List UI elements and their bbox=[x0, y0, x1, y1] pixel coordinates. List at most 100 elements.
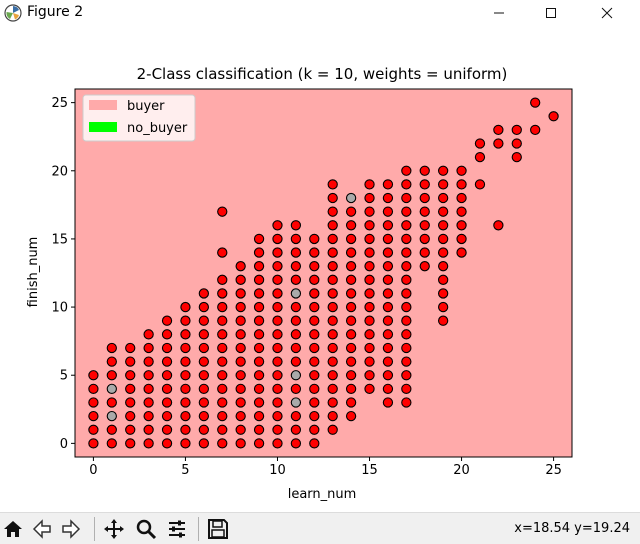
scatter-point-buyer bbox=[401, 206, 412, 217]
figure-canvas[interactable]: 0 5 10 15 20 25 0 5 10 15 20 25 2-Class classificat… bbox=[0, 26, 640, 512]
scatter-point-buyer bbox=[125, 424, 136, 435]
scatter-point-buyer bbox=[382, 383, 394, 395]
scatter-point-buyer bbox=[143, 397, 154, 408]
minimize-icon bbox=[494, 12, 504, 14]
scatter-point-buyer bbox=[327, 301, 338, 313]
scatter-point-buyer bbox=[327, 424, 338, 435]
scatter-point-buyer bbox=[143, 342, 154, 354]
scatter-point-buyer bbox=[419, 233, 430, 245]
scatter-point-buyer bbox=[309, 342, 320, 354]
save-button[interactable] bbox=[205, 516, 231, 542]
scatter-point-buyer bbox=[217, 397, 228, 408]
scatter-point-buyer bbox=[493, 220, 504, 231]
scatter-point-buyer bbox=[253, 370, 265, 381]
scatter-point-buyer bbox=[437, 301, 449, 313]
scatter-point-buyer bbox=[217, 247, 228, 258]
scatter-point-buyer bbox=[161, 370, 173, 381]
maximize-icon bbox=[546, 8, 556, 18]
scatter-point-buyer bbox=[345, 288, 357, 299]
scatter-point-buyer bbox=[198, 410, 210, 422]
scatter-point-buyer bbox=[437, 288, 449, 299]
scatter-point-buyer bbox=[180, 329, 191, 340]
scatter-point-buyer bbox=[456, 192, 467, 204]
scatter-point-buyer bbox=[345, 233, 357, 245]
forward-button[interactable] bbox=[58, 516, 84, 542]
scatter-point-buyer bbox=[180, 342, 191, 354]
back-button[interactable] bbox=[29, 516, 55, 542]
scatter-point-buyer bbox=[382, 356, 394, 367]
scatter-point-buyer bbox=[272, 370, 283, 381]
scatter-chart[interactable]: 0 5 10 15 20 25 0 5 10 15 20 25 2-Class classificat… bbox=[0, 26, 640, 512]
scatter-point-buyer bbox=[272, 233, 283, 245]
scatter-point-mixed bbox=[345, 192, 357, 204]
scatter-point-buyer bbox=[364, 274, 375, 285]
scatter-point-buyer bbox=[474, 179, 486, 190]
scatter-point-buyer bbox=[125, 356, 136, 367]
scatter-point-buyer bbox=[309, 410, 320, 422]
maximize-button[interactable] bbox=[528, 0, 574, 26]
scatter-point-buyer bbox=[198, 315, 210, 326]
scatter-point-buyer bbox=[401, 329, 412, 340]
scatter-point-buyer bbox=[198, 438, 210, 449]
scatter-point-buyer bbox=[161, 438, 173, 449]
scatter-point-buyer bbox=[217, 424, 228, 435]
scatter-point-buyer bbox=[345, 220, 357, 231]
scatter-point-buyer bbox=[161, 329, 173, 340]
scatter-point-buyer bbox=[401, 397, 412, 408]
scatter-point-buyer bbox=[401, 261, 412, 272]
pan-button[interactable] bbox=[101, 516, 127, 542]
zoom-button[interactable] bbox=[133, 516, 159, 542]
scatter-point-buyer bbox=[253, 329, 265, 340]
scatter-point-buyer bbox=[253, 233, 265, 245]
scatter-point-buyer bbox=[327, 179, 338, 190]
scatter-point-buyer bbox=[327, 220, 338, 231]
scatter-point-buyer bbox=[198, 370, 210, 381]
scatter-point-buyer bbox=[161, 410, 173, 422]
scatter-point-buyer bbox=[290, 220, 302, 231]
home-button[interactable] bbox=[0, 516, 26, 542]
scatter-point-buyer bbox=[125, 383, 136, 395]
scatter-point-buyer bbox=[345, 397, 357, 408]
scatter-point-buyer bbox=[180, 370, 191, 381]
scatter-point-buyer bbox=[327, 410, 338, 422]
scatter-point-mixed bbox=[290, 370, 302, 381]
scatter-point-buyer bbox=[511, 138, 522, 149]
scatter-point-buyer bbox=[364, 370, 375, 381]
scatter-point-buyer bbox=[253, 356, 265, 367]
scatter-point-buyer bbox=[180, 301, 191, 313]
scatter-point-buyer bbox=[198, 424, 210, 435]
scatter-point-buyer bbox=[309, 397, 320, 408]
scatter-point-buyer bbox=[345, 342, 357, 354]
scatter-point-buyer bbox=[493, 124, 504, 136]
scatter-point-buyer bbox=[272, 383, 283, 395]
zoom-icon bbox=[136, 519, 157, 540]
scatter-point-buyer bbox=[364, 342, 375, 354]
scatter-point-buyer bbox=[125, 397, 136, 408]
scatter-point-buyer bbox=[345, 274, 357, 285]
scatter-point-buyer bbox=[290, 410, 302, 422]
scatter-point-buyer bbox=[88, 410, 99, 422]
scatter-point-buyer bbox=[456, 179, 467, 190]
scatter-point-buyer bbox=[217, 288, 228, 299]
scatter-point-mixed bbox=[106, 410, 117, 422]
scatter-point-buyer bbox=[253, 438, 265, 449]
scatter-point-buyer bbox=[401, 315, 412, 326]
close-button[interactable] bbox=[584, 0, 630, 26]
scatter-point-buyer bbox=[143, 383, 154, 395]
scatter-point-mixed bbox=[106, 383, 117, 395]
scatter-point-buyer bbox=[235, 438, 246, 449]
scatter-point-buyer bbox=[88, 370, 99, 381]
minimize-button[interactable] bbox=[476, 0, 522, 26]
scatter-point-buyer bbox=[88, 383, 99, 395]
scatter-point-buyer bbox=[272, 274, 283, 285]
scatter-point-buyer bbox=[272, 315, 283, 326]
scatter-point-buyer bbox=[401, 383, 412, 395]
navigation-toolbar: x=18.54 y=19.24 bbox=[0, 512, 640, 544]
y-tick-label: 15 bbox=[51, 232, 68, 247]
scatter-point-buyer bbox=[253, 261, 265, 272]
decision-region-buyer bbox=[75, 89, 572, 457]
scatter-point-buyer bbox=[290, 301, 302, 313]
scatter-point-buyer bbox=[345, 206, 357, 217]
scatter-point-buyer bbox=[327, 261, 338, 272]
configure-subplots-button[interactable] bbox=[164, 516, 190, 542]
